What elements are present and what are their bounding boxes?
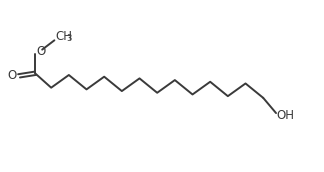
Text: O: O	[7, 68, 17, 82]
Text: O: O	[36, 45, 45, 58]
Text: CH: CH	[55, 30, 72, 43]
Text: OH: OH	[277, 109, 295, 122]
Text: 3: 3	[66, 34, 71, 43]
